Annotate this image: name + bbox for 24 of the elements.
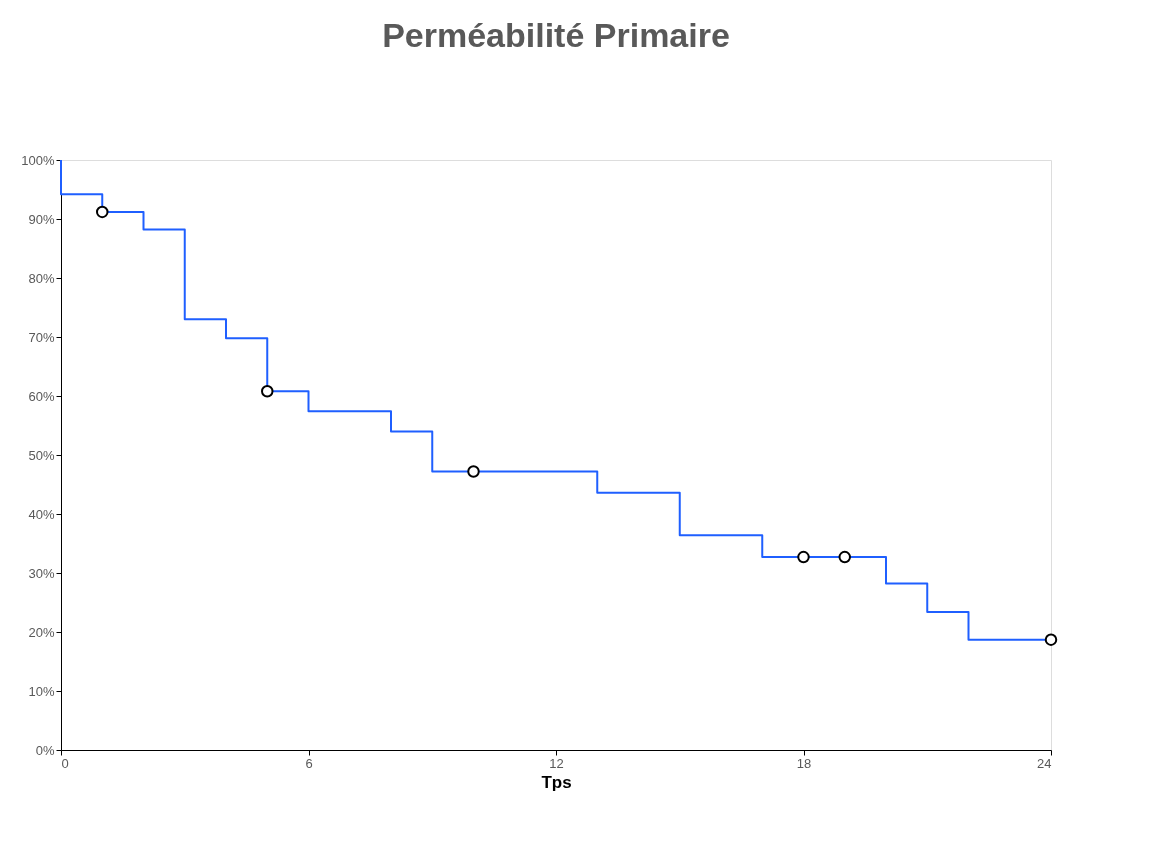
- point: [261, 385, 274, 398]
- y-tick-label: 50%: [28, 447, 55, 463]
- y-tick-label: 20%: [28, 624, 55, 640]
- y-tick-label: 70%: [28, 329, 55, 345]
- point: [467, 465, 480, 478]
- x-tick-label: 24: [1037, 755, 1052, 771]
- point: [838, 550, 851, 564]
- chart-title: Perméabilité Primaire: [382, 16, 730, 54]
- point: [797, 550, 810, 564]
- x-axis-title: Tps: [541, 772, 572, 792]
- y-tick-label: 0%: [35, 742, 55, 758]
- y-tick-label: 10%: [28, 683, 55, 699]
- y-tick-label: 80%: [28, 270, 55, 286]
- x-tick-label: 12: [549, 755, 564, 771]
- x-tick-label: 6: [305, 755, 313, 771]
- y-tick-label: 60%: [28, 388, 55, 404]
- y-tick-label: 40%: [28, 506, 55, 522]
- y-tick-label: 90%: [28, 211, 55, 227]
- point: [1044, 633, 1058, 646]
- point: [96, 205, 109, 219]
- x-tick-label: 18: [796, 755, 812, 771]
- y-tick-label: 30%: [28, 565, 55, 581]
- x-tick-label: 0: [61, 755, 69, 771]
- y-tick-label: 100%: [21, 152, 55, 168]
